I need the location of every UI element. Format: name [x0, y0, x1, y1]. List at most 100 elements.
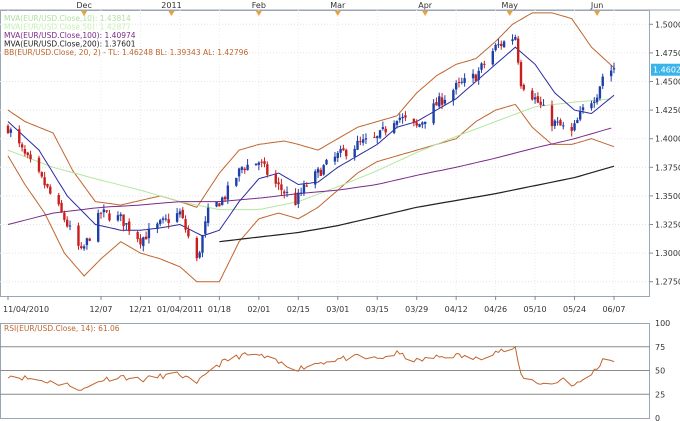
candle-down	[516, 38, 520, 63]
date-tick-label: 02/01	[247, 305, 270, 314]
candles	[6, 34, 616, 262]
candle-down	[243, 168, 246, 171]
candle-up	[257, 162, 261, 165]
price-tick-label: 1.3000	[655, 249, 680, 258]
candle-down	[136, 232, 139, 240]
candle-down	[187, 229, 190, 237]
candle-up	[578, 111, 582, 120]
candle-down	[412, 118, 416, 123]
month-label: Jun	[590, 1, 604, 10]
candle-up	[221, 197, 224, 205]
month-marker	[594, 11, 601, 16]
date-tick-label: 03/15	[366, 305, 389, 314]
month-label: Apr	[418, 1, 433, 10]
candle-up	[125, 223, 128, 225]
ma100-line	[7, 127, 612, 225]
candle-up	[401, 116, 404, 119]
date-tick-label: 03/29	[405, 305, 428, 314]
candle-up	[254, 163, 258, 166]
candle-down	[522, 85, 526, 90]
candle-up	[299, 192, 303, 194]
candle-down	[559, 120, 562, 126]
candle-up	[356, 140, 359, 150]
candle-down	[18, 129, 21, 144]
candle-up	[161, 218, 165, 220]
candle-down	[519, 62, 523, 87]
month-marker	[506, 11, 513, 16]
price-tick-label: 1.2750	[655, 278, 680, 287]
month-marker	[168, 11, 175, 16]
candle-up	[576, 120, 579, 124]
candle-down	[26, 152, 29, 156]
candle-down	[122, 214, 125, 227]
date-tick-label: 03/01	[326, 305, 349, 314]
candle-down	[550, 105, 554, 127]
candle-down	[536, 96, 540, 103]
candle-down	[266, 164, 269, 175]
candle-up	[514, 37, 517, 40]
candle-up	[164, 218, 168, 220]
candle-up	[215, 201, 218, 207]
date-tick-label: 11/04/2010	[3, 305, 49, 314]
candle-up	[392, 123, 396, 133]
candle-up	[361, 139, 365, 143]
rsi-tick-label: 75	[655, 343, 665, 352]
candle-up	[364, 138, 368, 140]
candle-down	[99, 212, 103, 214]
month-marker	[422, 11, 429, 16]
candle-up	[68, 225, 72, 227]
price-tick-label: 1.3500	[655, 192, 680, 201]
candle-up	[82, 246, 86, 249]
candle-down	[6, 125, 10, 133]
legend-entry: MVA(EUR/USD.Close,10): 1.43814	[4, 14, 131, 23]
candle-up	[494, 44, 497, 51]
candle-up	[178, 211, 182, 215]
candle-up	[590, 103, 593, 109]
candle-down	[167, 219, 170, 224]
date-tick-label: 05/24	[563, 305, 586, 314]
date-tick-label: 04/12	[445, 305, 468, 314]
rsi-line	[7, 345, 615, 391]
ma200-line	[219, 165, 615, 243]
candle-up	[285, 191, 289, 193]
bb-upper-line	[7, 12, 615, 208]
candle-up	[339, 149, 342, 153]
candle-down	[342, 148, 345, 151]
price-tick-label: 1.3250	[655, 221, 680, 230]
candle-down	[483, 63, 486, 65]
candle-up	[452, 90, 455, 101]
candle-down	[384, 128, 387, 133]
candle-down	[373, 136, 376, 138]
candle-up	[102, 209, 106, 213]
candle-down	[345, 149, 348, 157]
legend-entry: MVA(EUR/USD.Close,200): 1.37601	[4, 40, 136, 49]
candle-up	[471, 73, 475, 79]
candle-up	[477, 70, 480, 80]
candle-down	[108, 213, 111, 221]
candle-up	[147, 228, 151, 239]
rsi-tick-label: 25	[655, 390, 665, 399]
ma50-line	[7, 98, 612, 211]
date-tick-label: 04/26	[484, 305, 507, 314]
candle-up	[333, 156, 337, 162]
month-marker	[81, 11, 88, 16]
candle-up	[438, 96, 441, 107]
price-tick-label: 1.4500	[655, 78, 680, 87]
candle-up	[573, 123, 576, 131]
candle-up	[418, 124, 421, 127]
candle-up	[491, 51, 494, 65]
candle-down	[23, 149, 27, 154]
rsi-panel	[7, 345, 615, 391]
candle-up	[142, 237, 145, 247]
month-label: Feb	[252, 1, 266, 10]
month-label: May	[501, 1, 518, 10]
candle-up	[480, 63, 483, 70]
candle-up	[175, 213, 179, 222]
date-tick-label: 01/18	[208, 305, 231, 314]
candle-down	[144, 236, 148, 240]
candle-down	[181, 209, 184, 218]
bollinger-bands	[7, 12, 615, 283]
candle-down	[274, 173, 277, 184]
candle-up	[497, 44, 500, 46]
